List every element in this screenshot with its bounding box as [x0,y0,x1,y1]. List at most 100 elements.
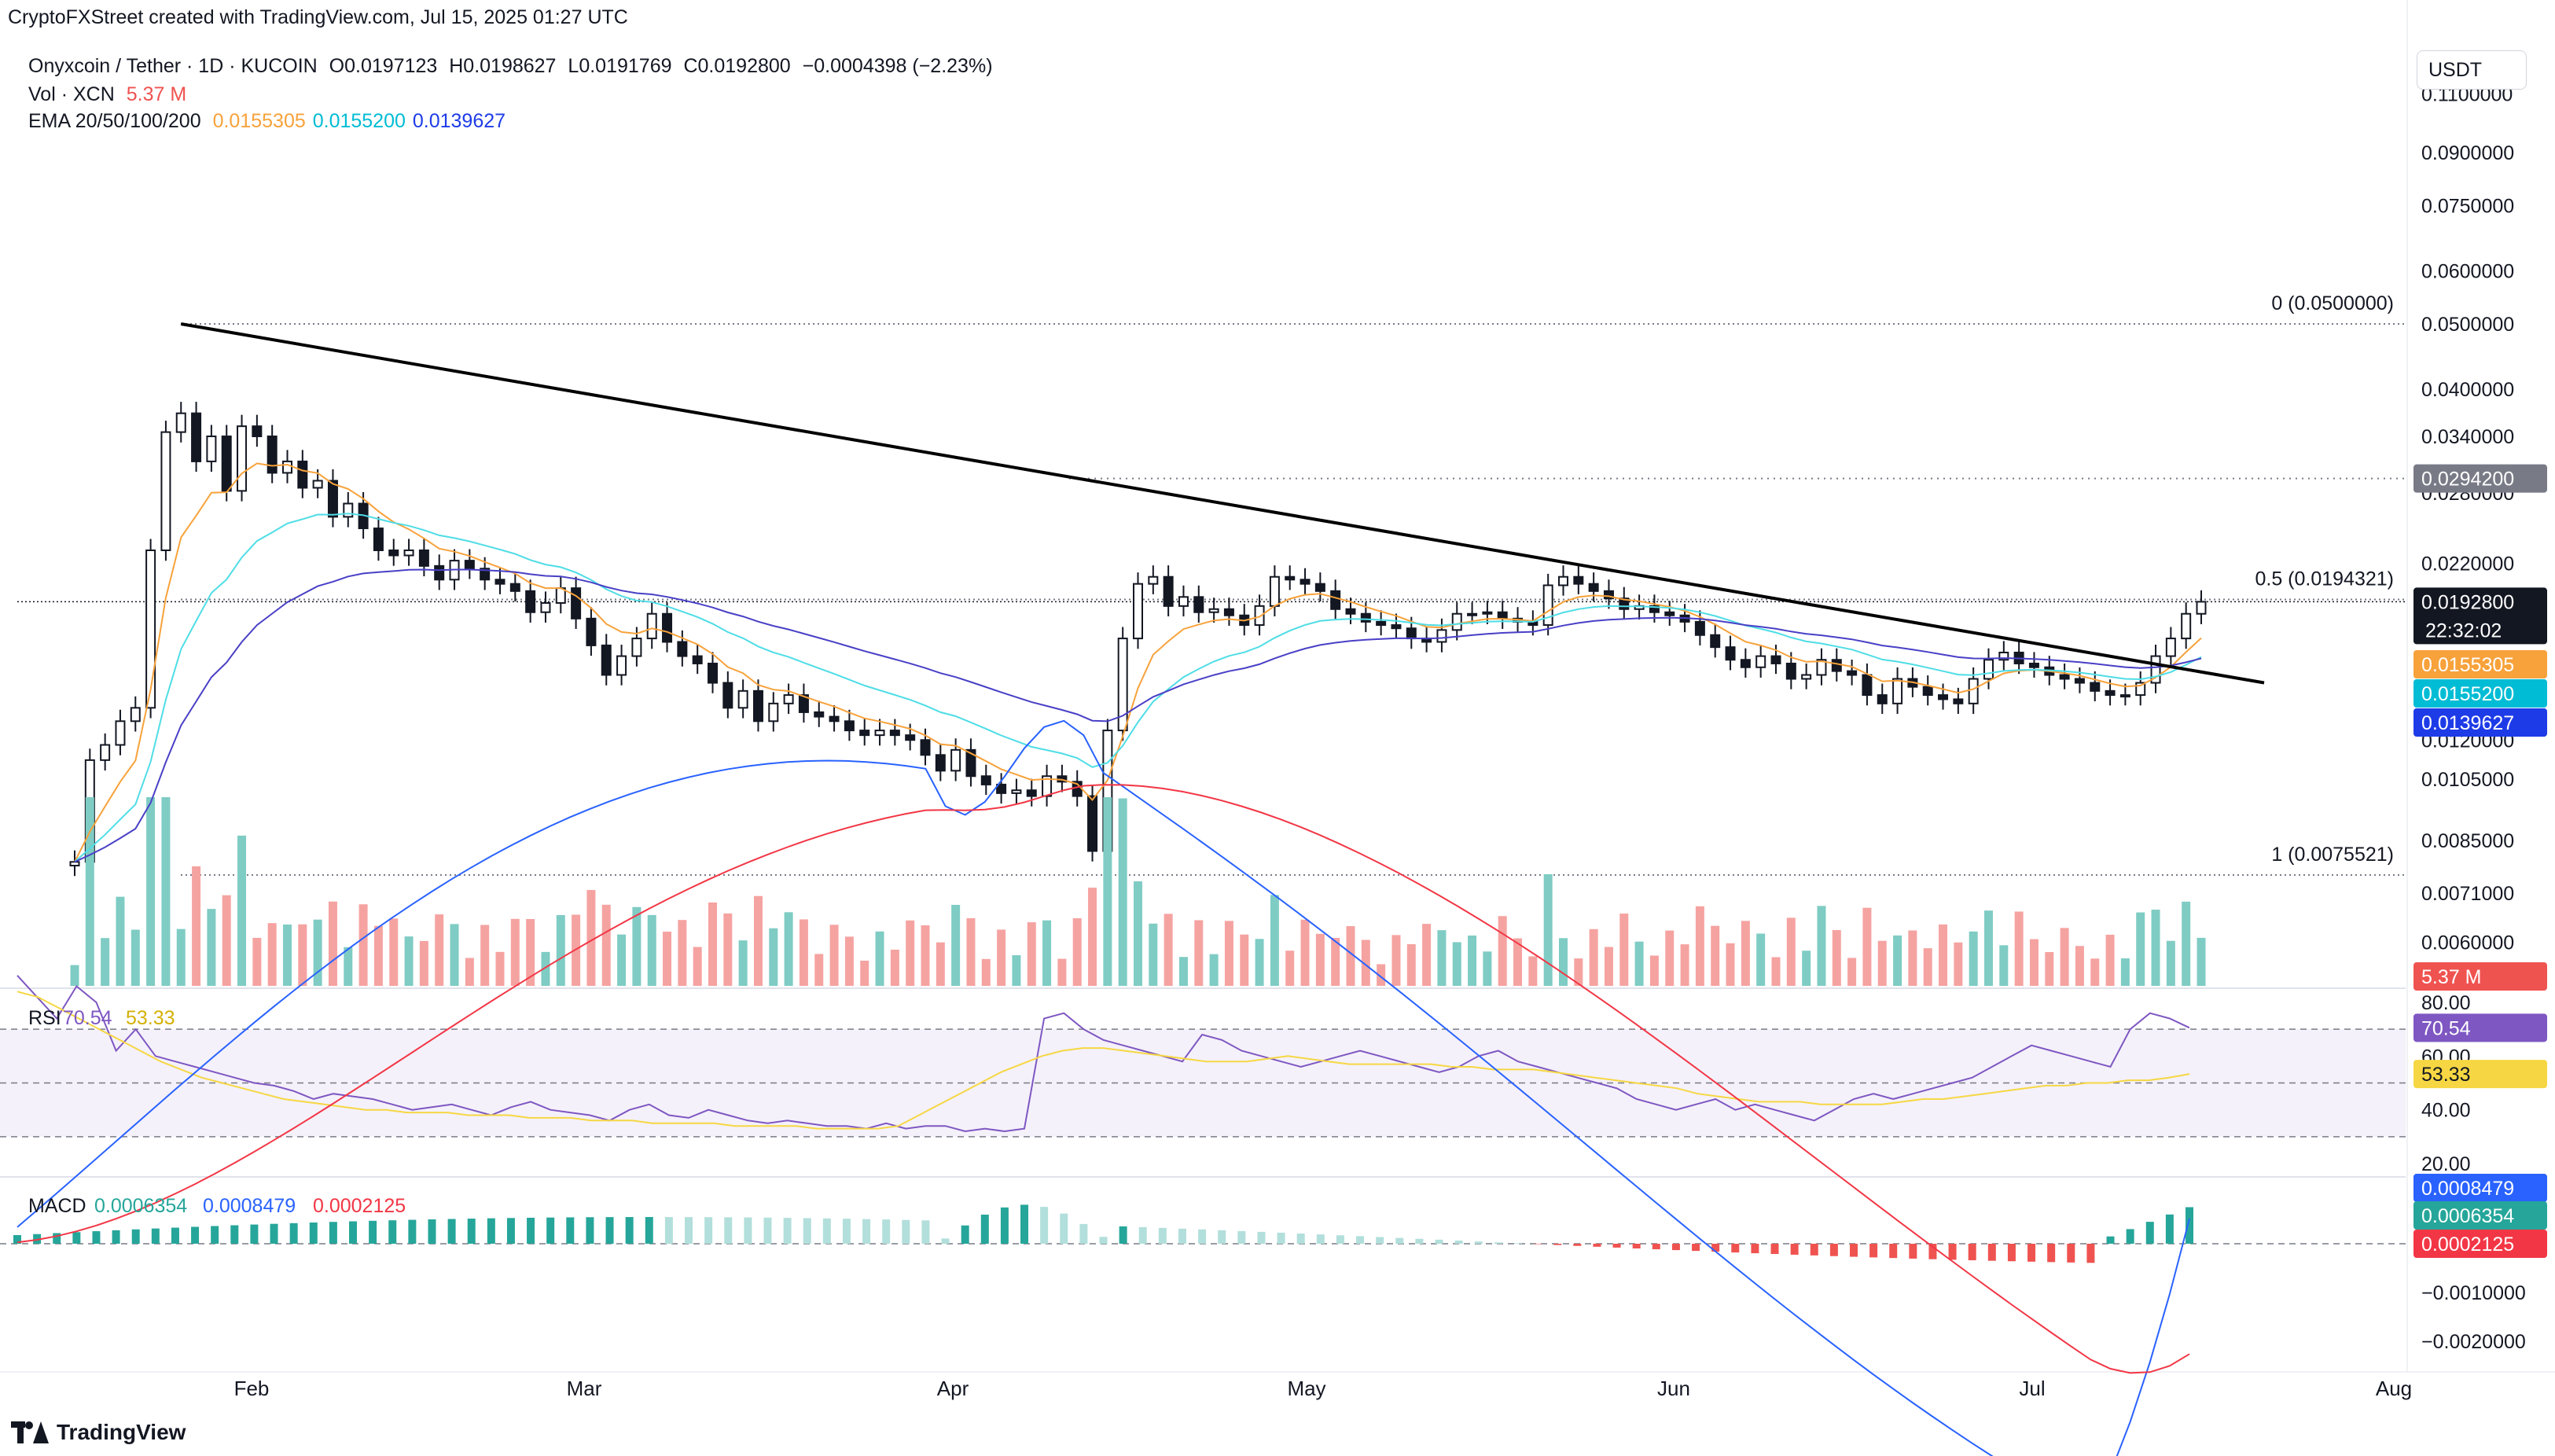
candle [1542,584,1553,627]
candle [601,644,612,676]
macd-histogram-bar [1632,1244,1641,1248]
x-tick-label: May [1287,1377,1325,1400]
volume-bar [146,797,156,986]
macd-histogram-bar [1178,1228,1186,1244]
candle [1922,686,1933,697]
volume-bar [222,895,231,986]
volume-bar [1315,933,1325,986]
volume-bar [1391,935,1401,986]
volume-bar [738,940,748,986]
macd-histogram-bar [980,1214,989,1244]
candle [965,748,976,778]
volume-bar [1969,931,1978,986]
candle [1178,596,1189,607]
y-tick-label: 0.0400000 [2421,379,2514,401]
volume-bar [951,904,961,986]
candle [935,754,946,772]
candle [267,436,278,474]
macd-histogram-bar [1652,1244,1660,1250]
macd-histogram-bar [664,1217,673,1244]
macd-histogram-bar [685,1217,693,1244]
last-price-tag: 0.0192800 [2421,591,2514,613]
volume-bar [1149,923,1158,986]
macd-histogram-bar [388,1220,397,1244]
volume-bar [1483,951,1492,986]
macd-histogram-bar [1692,1244,1700,1252]
volume-bar [1862,907,1872,986]
volume-bar [1513,938,1523,986]
volume-bar [465,958,474,986]
candle [1770,655,1781,664]
candle [1026,789,1037,797]
macd-histogram-bar [822,1218,831,1244]
candle [1497,611,1508,620]
macd-histogram-bar [546,1217,555,1244]
macd-histogram-bar [1731,1244,1740,1253]
volume-label[interactable]: Vol · XCN [28,83,115,105]
high-value: H0.0198627 [449,55,557,77]
macd-histogram-bar [211,1226,219,1244]
candle [1603,590,1614,600]
macd-y-tick: −0.0010000 [2421,1282,2526,1304]
volume-bar [1999,945,2009,986]
volume-bar [1923,948,1932,986]
ema100-value: 0.0139627 [412,110,506,132]
candle [2074,678,2085,684]
y-tick-label: 0.0060000 [2421,932,2514,954]
volume-bar [769,928,778,986]
macd-histogram-bar [112,1230,120,1244]
macd-histogram-bar [506,1218,515,1244]
candle [237,425,248,492]
candle [1482,611,1493,615]
candle [2196,601,2207,615]
macd-histogram-bar [467,1219,476,1244]
macd-histogram-bar [803,1218,811,1244]
volume-bar [2090,958,2100,986]
candle [1831,659,1842,672]
macd-histogram-bar [1770,1244,1779,1255]
tradingview-brand[interactable]: TradingView [11,1420,186,1445]
volume-bar [572,914,581,986]
volume-bar [1954,942,1963,986]
macd-histogram-bar [1612,1244,1621,1248]
volume-bar [1164,914,1173,986]
macd-histogram-bar [1316,1234,1325,1244]
macd-histogram-bar [1336,1235,1344,1244]
macd-histogram-tag: 0.0006354 [2421,1205,2514,1227]
volume-bar [2060,928,2069,986]
candle [297,460,308,489]
candle [1300,579,1311,585]
volume-bar [1012,955,1021,986]
volume-bar [829,925,839,986]
macd-histogram-bar [1435,1239,1443,1244]
candle [1133,583,1143,640]
candle [1847,670,1858,676]
volume-bar [966,917,976,986]
candle [1877,694,1888,704]
fib-level-label: 1 (0.0075521) [2271,844,2394,866]
macd-histogram-bar [72,1232,81,1244]
candle [373,528,384,551]
ema-price-tag: 0.0155305 [2421,654,2514,676]
macd-histogram-bar [1079,1223,1088,1244]
volume-bar [1118,798,1127,986]
macd-histogram-bar [1099,1237,1108,1244]
candle [221,436,232,492]
volume-bar [1468,936,1477,986]
volume-bar [2029,939,2038,986]
macd-histogram-bar [586,1217,594,1244]
volume-bar [1771,957,1781,986]
candle [343,502,354,518]
ema-label[interactable]: EMA 20/50/100/200 [28,110,201,132]
macd-histogram-bar [2007,1244,2016,1262]
macd-histogram-bar [13,1235,21,1244]
volume-bar [1695,906,1704,986]
volume-legend: Vol · XCN 5.37 M [28,83,193,106]
candle [191,412,202,462]
currency-button[interactable]: USDT [2417,50,2527,90]
candle [1664,611,1675,616]
volume-bar [678,920,687,986]
symbol-name[interactable]: Onyxcoin / Tether · 1D · KUCOIN [28,55,318,77]
candle [814,711,825,718]
